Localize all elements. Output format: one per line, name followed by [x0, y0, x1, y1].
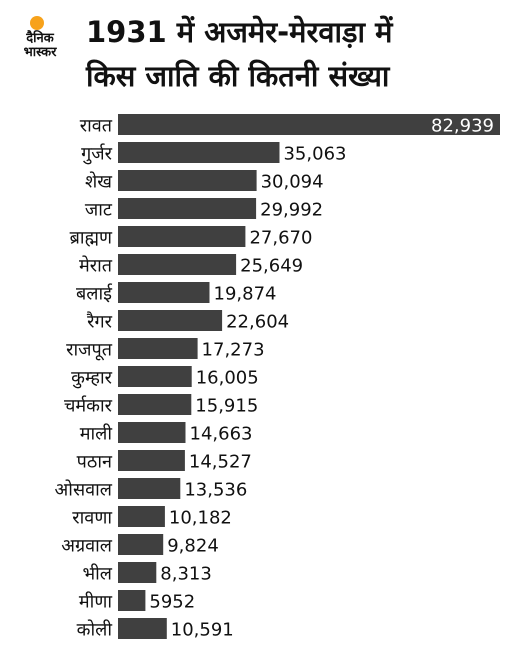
bar-8: [118, 338, 198, 359]
value-label-16: 8,313: [160, 564, 212, 585]
bar-13: [118, 478, 181, 499]
bar-6: [118, 282, 210, 303]
bar-2: [118, 170, 257, 191]
bar-12: [118, 450, 185, 471]
value-label-9: 16,005: [196, 368, 259, 389]
bar-15: [118, 534, 164, 555]
value-label-15: 9,824: [167, 536, 219, 557]
value-label-0: 82,939: [431, 116, 494, 137]
bar-10: [118, 394, 192, 415]
category-label-18: कोली: [77, 619, 113, 641]
category-label-0: रावत: [80, 116, 113, 137]
category-label-5: मेरात: [79, 255, 113, 277]
value-label-18: 10,591: [171, 620, 234, 641]
category-label-6: बलाई: [76, 283, 113, 305]
category-label-10: चर्मकार: [64, 395, 113, 417]
bar-18: [118, 618, 167, 639]
category-label-4: ब्राह्मण: [70, 228, 113, 249]
category-label-13: ओसवाल: [55, 479, 113, 501]
bar-16: [118, 562, 157, 583]
value-label-14: 10,182: [169, 508, 232, 529]
category-label-14: रावणा: [72, 508, 112, 529]
chart-title-line2: किस जाति की कितनी संख्या: [86, 59, 390, 93]
category-label-9: कुम्हार: [71, 368, 112, 389]
value-label-4: 27,670: [249, 228, 312, 249]
category-label-15: अग्रवाल: [61, 536, 113, 557]
value-label-10: 15,915: [195, 396, 258, 417]
value-label-1: 35,063: [283, 144, 346, 165]
category-label-8: राजपूत: [66, 340, 113, 361]
value-label-7: 22,604: [226, 312, 289, 333]
logo-text-line1: दैनिक: [26, 31, 54, 46]
category-label-12: पठान: [77, 452, 113, 473]
bar-1: [118, 142, 280, 163]
value-label-2: 30,094: [261, 172, 324, 193]
category-label-7: रैगर: [86, 311, 112, 333]
logo-text-line2: भास्कर: [23, 45, 57, 60]
value-label-8: 17,273: [202, 340, 265, 361]
bar-7: [118, 310, 223, 331]
category-label-16: भील: [82, 563, 112, 585]
bar-14: [118, 506, 165, 527]
value-label-6: 19,874: [214, 284, 277, 305]
bar-11: [118, 422, 186, 443]
bar-3: [118, 198, 257, 219]
bar-5: [118, 254, 237, 275]
value-label-12: 14,527: [189, 452, 252, 473]
bar-4: [118, 226, 246, 247]
bar-17: [118, 590, 146, 611]
logo-sun-icon: [30, 16, 44, 30]
category-label-11: माली: [80, 423, 113, 445]
brand-logo: दैनिक भास्कर: [8, 6, 70, 68]
category-label-17: मीणा: [79, 591, 112, 613]
category-label-2: शेख: [85, 171, 112, 193]
bar-0: [118, 114, 500, 135]
value-label-17: 5952: [149, 592, 195, 613]
value-label-5: 25,649: [240, 256, 303, 277]
value-label-11: 14,663: [190, 424, 253, 445]
value-label-13: 13,536: [184, 480, 247, 501]
bar-9: [118, 366, 192, 387]
category-label-1: गुर्जर: [81, 143, 112, 165]
value-label-3: 29,992: [260, 200, 323, 221]
chart-title-line1: 1931 में अजमेर-मेरवाड़ा में: [86, 15, 393, 49]
category-label-3: जाट: [85, 200, 113, 221]
